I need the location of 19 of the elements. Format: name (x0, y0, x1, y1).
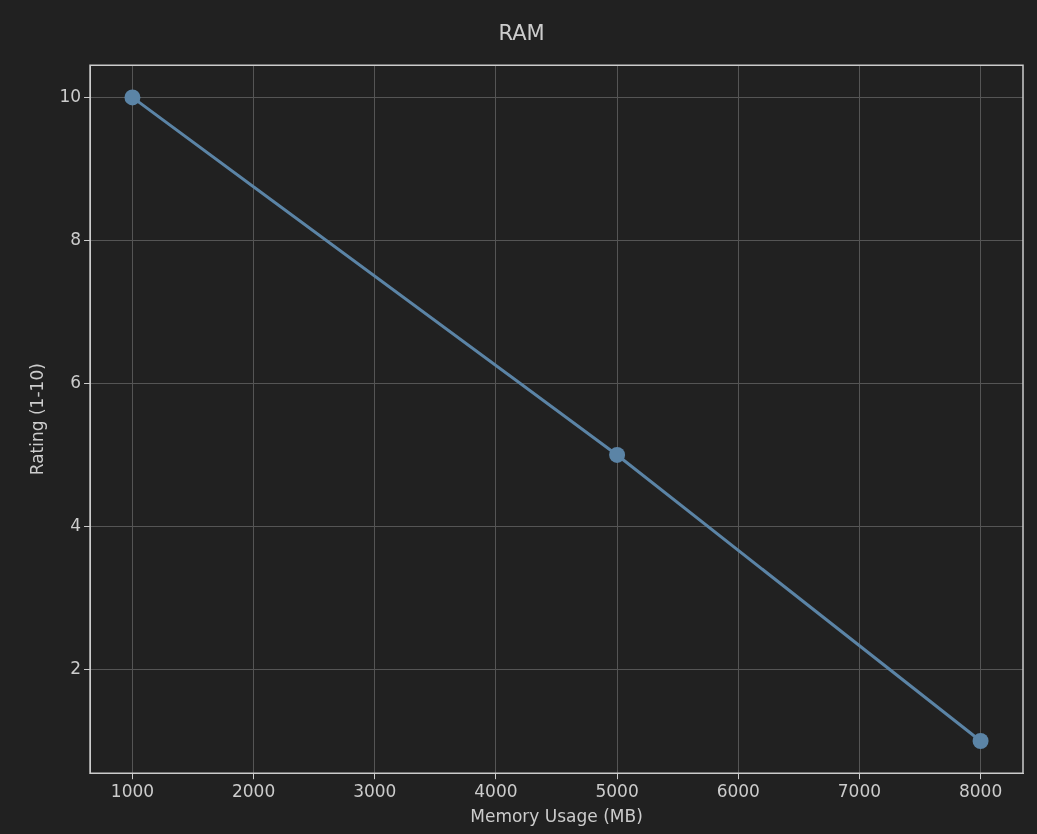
y-tick-label: 2 (70, 657, 82, 678)
x-axis-title: Memory Usage (MB) (470, 806, 643, 827)
y-tick-label: 8 (70, 228, 82, 249)
x-tick-label: 6000 (716, 780, 760, 801)
x-tick-label: 2000 (231, 780, 276, 801)
y-axis-title: Rating (1-10) (26, 363, 47, 476)
y-tick-label: 10 (59, 85, 82, 106)
x-tick-label: 7000 (837, 780, 882, 801)
y-tick-label: 6 (70, 371, 82, 392)
chart-title: RAM (498, 21, 545, 46)
y-tick-label: 4 (70, 514, 82, 535)
x-tick-label: 1000 (110, 780, 155, 801)
x-tick-label: 5000 (595, 780, 639, 801)
x-tick-label: 3000 (353, 780, 397, 801)
point (972, 733, 989, 750)
x-tick-label: 4000 (474, 780, 518, 801)
point (124, 89, 141, 106)
x-tick-label: 8000 (958, 780, 1003, 801)
point (609, 446, 626, 463)
